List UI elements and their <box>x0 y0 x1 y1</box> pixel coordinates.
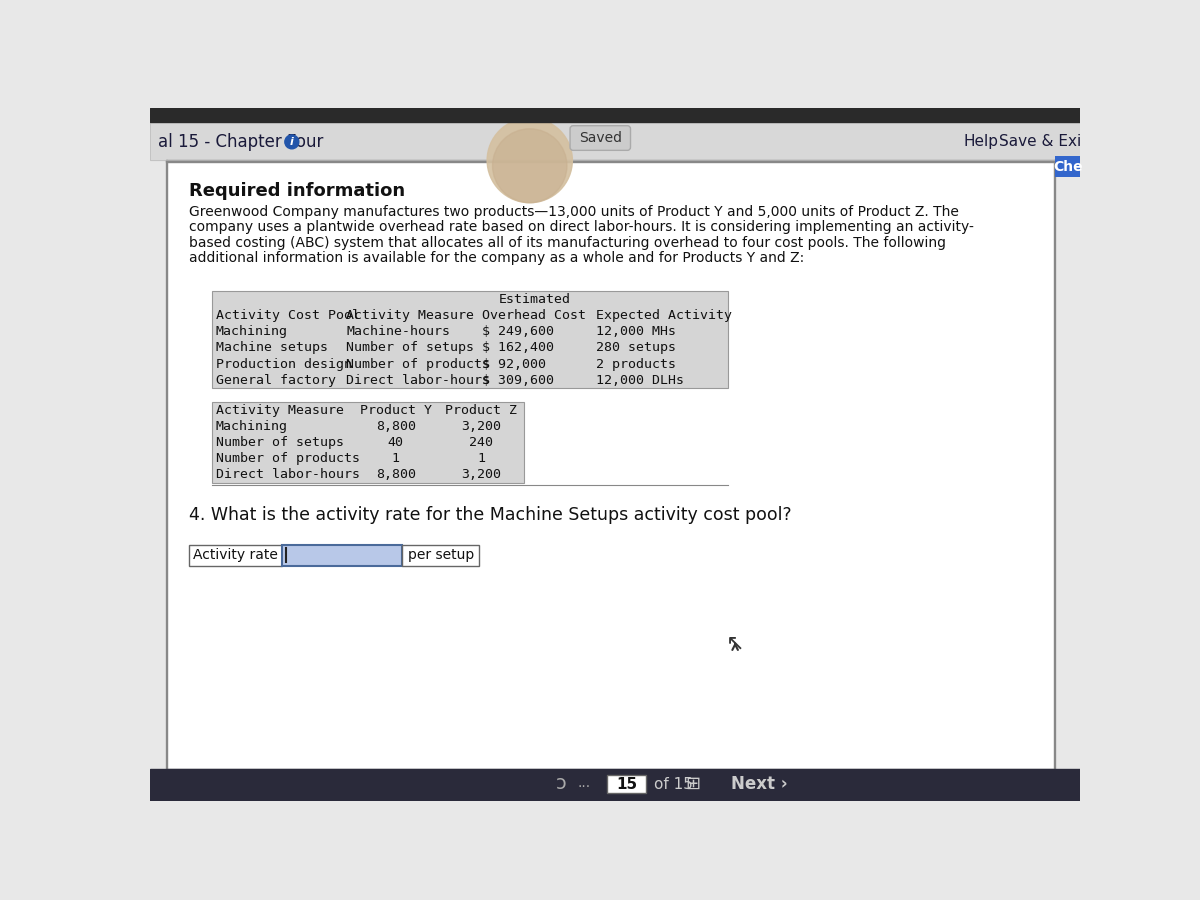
Text: ...: ... <box>577 777 590 790</box>
Text: Greenwood Company manufactures two products—13,000 units of Product Y and 5,000 : Greenwood Company manufactures two produ… <box>188 205 959 219</box>
Text: Saved: Saved <box>578 131 622 145</box>
Text: Save & Exi: Save & Exi <box>998 134 1081 149</box>
Text: General factory: General factory <box>216 374 336 387</box>
Text: Activity Cost Pool: Activity Cost Pool <box>216 309 360 322</box>
Text: Machining: Machining <box>216 420 288 433</box>
Text: Number of products: Number of products <box>216 452 360 465</box>
Bar <box>166 160 1055 770</box>
Bar <box>150 122 1080 160</box>
Text: Machine setups: Machine setups <box>216 341 328 355</box>
Text: Next ›: Next › <box>731 775 788 793</box>
Text: Expected Activity: Expected Activity <box>596 309 732 322</box>
Text: Number of setups: Number of setups <box>346 341 474 355</box>
Text: Che: Che <box>1052 159 1082 174</box>
Bar <box>402 544 479 566</box>
Text: 12,000 DLHs: 12,000 DLHs <box>596 374 684 387</box>
Circle shape <box>487 118 572 202</box>
Text: Production design: Production design <box>216 357 352 371</box>
Bar <box>166 769 1055 770</box>
Text: 240: 240 <box>469 436 493 449</box>
Text: 280 setups: 280 setups <box>596 341 677 355</box>
Text: 4. What is the activity rate for the Machine Setups activity cost pool?: 4. What is the activity rate for the Mac… <box>188 507 791 525</box>
Text: $ 92,000: $ 92,000 <box>481 357 546 371</box>
Text: Direct labor-hours: Direct labor-hours <box>216 468 360 482</box>
Text: ↖: ↖ <box>726 634 744 653</box>
Bar <box>166 160 167 770</box>
Bar <box>188 544 282 566</box>
Text: of 15: of 15 <box>654 777 692 792</box>
Bar <box>1055 156 1080 177</box>
Text: ⊞: ⊞ <box>685 775 700 793</box>
Text: Activity rate: Activity rate <box>193 548 277 562</box>
Bar <box>212 292 728 388</box>
Text: Product Y: Product Y <box>360 404 432 417</box>
Bar <box>212 402 523 483</box>
Text: Required information: Required information <box>188 182 404 200</box>
Text: based costing (ABC) system that allocates all of its manufacturing overhead to f: based costing (ABC) system that allocate… <box>188 236 946 249</box>
Text: 15: 15 <box>616 777 637 792</box>
Text: Number of products: Number of products <box>346 357 490 371</box>
Text: per setup: per setup <box>408 548 474 562</box>
Text: Product Z: Product Z <box>445 404 517 417</box>
Text: company uses a plantwide overhead rate based on direct labor-hours. It is consid: company uses a plantwide overhead rate b… <box>188 220 973 234</box>
Bar <box>150 769 1080 801</box>
Ellipse shape <box>406 786 654 809</box>
Text: Machine-hours: Machine-hours <box>346 325 450 338</box>
Text: 1: 1 <box>476 452 485 465</box>
Text: 2 products: 2 products <box>596 357 677 371</box>
Text: $ 162,400: $ 162,400 <box>481 341 553 355</box>
Text: additional information is available for the company as a whole and for Products : additional information is available for … <box>188 251 804 266</box>
FancyBboxPatch shape <box>570 126 630 150</box>
Bar <box>166 160 1055 162</box>
Text: $ 249,600: $ 249,600 <box>481 325 553 338</box>
Bar <box>150 108 1080 122</box>
Bar <box>150 122 1080 160</box>
Text: Number of setups: Number of setups <box>216 436 344 449</box>
Text: 8,800: 8,800 <box>376 420 415 433</box>
Text: 8,800: 8,800 <box>376 468 415 482</box>
Text: 3,200: 3,200 <box>461 420 500 433</box>
Circle shape <box>284 135 299 148</box>
Bar <box>282 544 402 566</box>
Bar <box>1054 160 1055 770</box>
Text: Estimated: Estimated <box>499 292 571 306</box>
Text: Overhead Cost: Overhead Cost <box>481 309 586 322</box>
Text: $ 309,600: $ 309,600 <box>481 374 553 387</box>
Text: Activity Measure: Activity Measure <box>216 404 344 417</box>
Text: Machining: Machining <box>216 325 288 338</box>
Text: 1: 1 <box>391 452 400 465</box>
Text: Activity Measure: Activity Measure <box>346 309 474 322</box>
Text: 12,000 MHs: 12,000 MHs <box>596 325 677 338</box>
Text: ↄ: ↄ <box>556 774 566 793</box>
Text: al 15 - Chapter Four: al 15 - Chapter Four <box>157 133 323 151</box>
Text: Help: Help <box>964 134 998 149</box>
Text: 40: 40 <box>388 436 403 449</box>
Bar <box>607 775 646 793</box>
Text: Direct labor-hours: Direct labor-hours <box>346 374 490 387</box>
Text: i: i <box>290 137 294 147</box>
Text: 3,200: 3,200 <box>461 468 500 482</box>
Circle shape <box>492 129 566 202</box>
